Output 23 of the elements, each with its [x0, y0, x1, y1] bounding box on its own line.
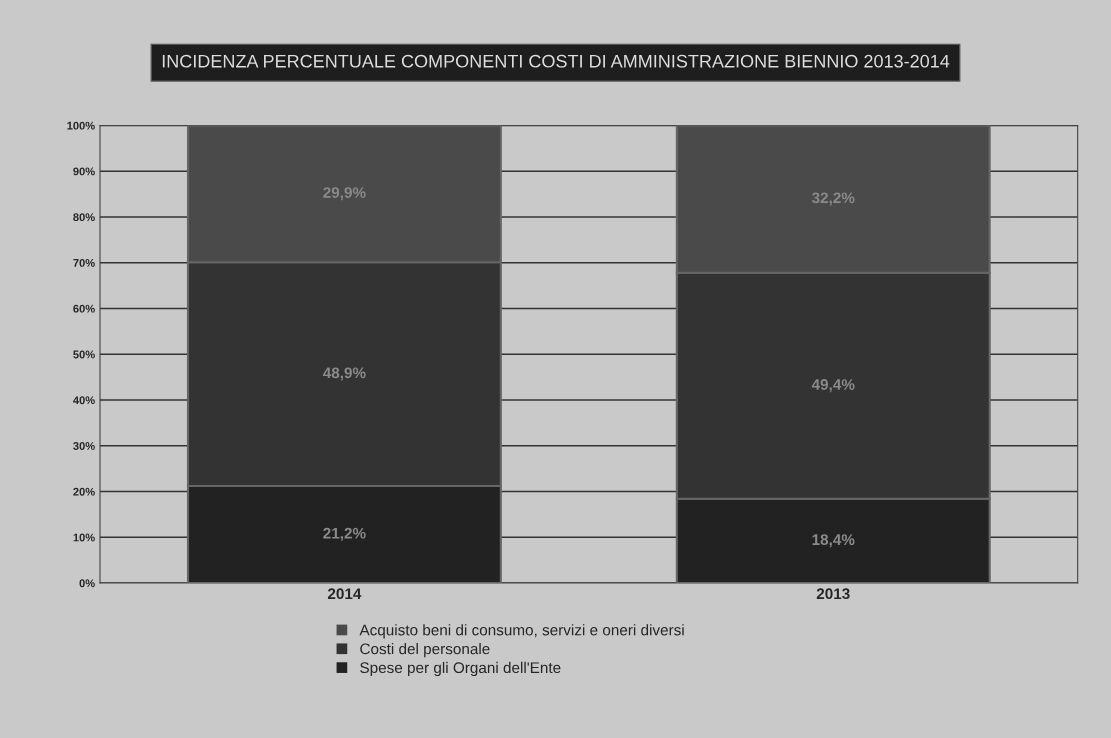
data-label: 21,2% — [323, 527, 366, 541]
y-tick-label: 100% — [67, 121, 95, 130]
y-tick-label: 30% — [73, 442, 95, 450]
data-label: 48,9% — [322, 367, 366, 381]
chart-title: INCIDENZA PERCENTUALE COMPONENTI COSTI DI AMMINISTRAZIONE BIENNIO 2013-2014 — [162, 54, 950, 68]
y-tick-label: 60% — [73, 304, 95, 313]
legend-label: Spese per gli Organi dell'Ente — [360, 661, 561, 677]
legend-label: Costi del personale — [360, 643, 490, 658]
data-label: 18,4% — [812, 534, 855, 548]
y-tick-label: 50% — [73, 350, 95, 359]
data-label: 32,2% — [811, 192, 855, 206]
y-tick-label: 90% — [73, 167, 95, 176]
y-tick-label: 0% — [79, 579, 95, 588]
x-tick-label: 2013 — [816, 588, 850, 600]
data-label: 49,4% — [811, 379, 855, 393]
y-tick-label: 40% — [73, 396, 95, 405]
y-tick-label: 70% — [73, 259, 95, 267]
y-tick-label: 10% — [73, 533, 95, 542]
data-label: 29,9% — [323, 187, 366, 201]
y-tick-label: 20% — [73, 487, 95, 496]
x-tick-label: 2014 — [327, 588, 362, 600]
legend-label: Acquisto beni di consumo, servizi e oneri diversi — [359, 624, 684, 639]
y-tick-label: 80% — [73, 213, 95, 222]
